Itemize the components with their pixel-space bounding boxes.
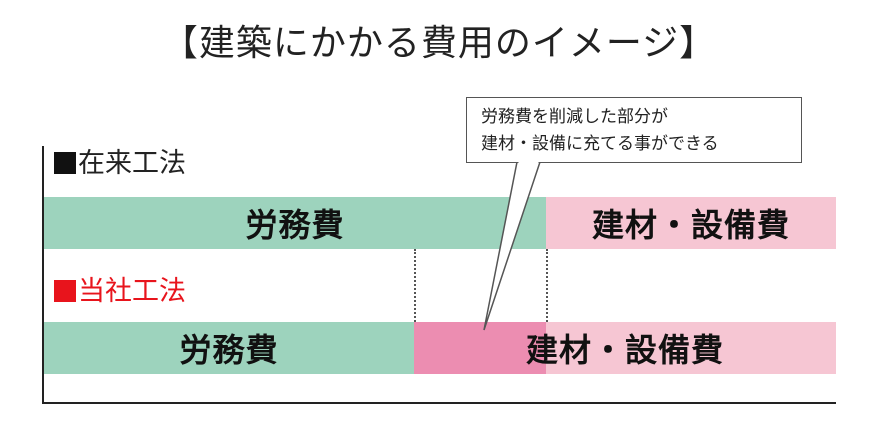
horizontal-axis bbox=[42, 402, 836, 404]
saving-end-dashed-line bbox=[546, 249, 548, 322]
our-materials-label: 建材・設備費 bbox=[414, 322, 836, 374]
our-method-label: 当社工法 bbox=[54, 276, 186, 308]
conventional-method-label-text: 在来工法 bbox=[78, 148, 186, 179]
conventional-materials-bar: 建材・設備費 bbox=[546, 197, 836, 249]
callout-line-2: 建材・設備に充てる事ができる bbox=[481, 134, 719, 154]
diagram-title: 【建築にかかる費用のイメージ】 bbox=[161, 23, 717, 64]
vertical-axis bbox=[42, 146, 44, 404]
reallocated-savings-bar bbox=[414, 322, 546, 374]
conventional-materials-text: 建材・設備費 bbox=[591, 206, 790, 244]
conventional-labor-text: 労務費 bbox=[245, 206, 345, 244]
our-labor-text: 労務費 bbox=[179, 331, 279, 369]
red-square-icon bbox=[54, 280, 76, 302]
black-square-icon bbox=[54, 152, 76, 174]
callout-box: 労務費を削減した部分が 建材・設備に充てる事ができる bbox=[466, 97, 802, 163]
callout-line-1: 労務費を削減した部分が bbox=[481, 107, 668, 127]
conventional-labor-bar: 労務費 bbox=[44, 197, 546, 249]
our-method-label-text: 当社工法 bbox=[78, 276, 186, 307]
saving-start-dashed-line bbox=[414, 249, 416, 322]
conventional-method-label: 在来工法 bbox=[54, 148, 186, 180]
our-labor-bar: 労務費 bbox=[44, 322, 414, 374]
our-materials-bar bbox=[546, 322, 836, 374]
our-materials-text: 建材・設備費 bbox=[525, 331, 724, 369]
